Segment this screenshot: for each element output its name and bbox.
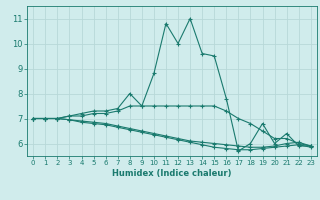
X-axis label: Humidex (Indice chaleur): Humidex (Indice chaleur) [112,169,232,178]
